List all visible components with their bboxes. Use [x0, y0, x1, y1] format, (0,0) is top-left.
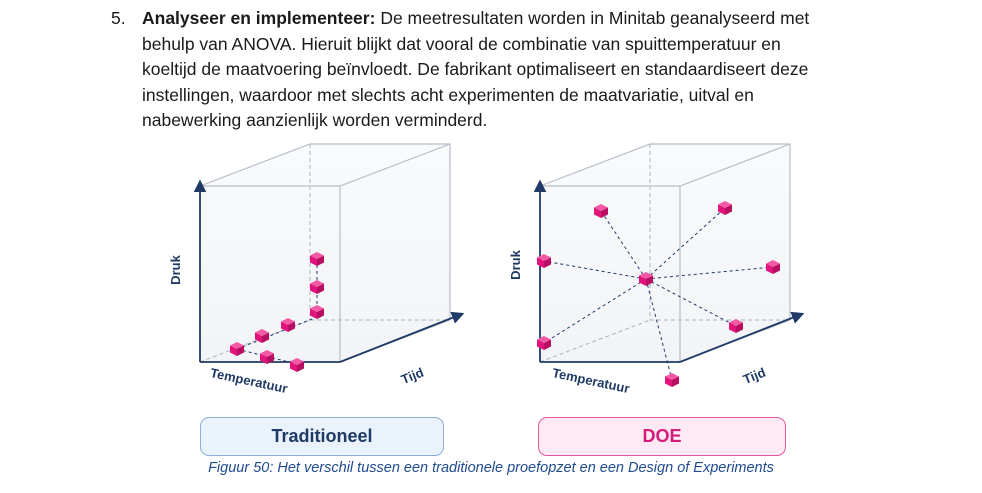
experiment-cube: [718, 201, 732, 215]
right-axis-y-label: Druk: [508, 249, 523, 279]
right-axis-x-label: Temperatuur: [551, 365, 631, 396]
experiment-cube: [665, 373, 679, 387]
experiment-cube: [260, 350, 274, 364]
experiment-cube: [310, 280, 324, 294]
experiment-cube: [537, 336, 551, 350]
experiment-cube: [255, 329, 269, 343]
list-number: 5.: [111, 8, 126, 28]
experiment-cube: [290, 358, 304, 372]
paragraph-text: Analyseer en implementeer: De meetresult…: [142, 6, 882, 134]
figure-caption: Figuur 50: Het verschil tussen een tradi…: [208, 460, 774, 476]
experiment-points: [230, 201, 780, 387]
left-axis-z-label: Tijd: [399, 365, 426, 387]
line-5: nabewerking aanzienlijk worden verminder…: [142, 110, 488, 130]
experiment-cube: [729, 319, 743, 333]
experiment-cube: [639, 272, 653, 286]
doe-cube: [533, 143, 805, 381]
experiment-cube: [230, 342, 244, 356]
right-axis-z-label: Tijd: [741, 365, 768, 387]
experiment-cube: [281, 318, 295, 332]
experiment-cube: [537, 254, 551, 268]
experiment-cube: [310, 305, 324, 319]
doe-label: DOE: [538, 417, 786, 456]
line-1: De meetresultaten worden in Minitab gean…: [380, 8, 810, 28]
traditional-label: Traditioneel: [200, 417, 444, 456]
experiment-cube: [594, 204, 608, 218]
bold-lead: Analyseer en implementeer:: [142, 8, 376, 28]
traditional-cube: [193, 143, 465, 365]
left-axis-x-label: Temperatuur: [209, 365, 289, 396]
experiment-cube: [310, 252, 324, 266]
line-3: koeltijd de maatvoering beïnvloedt. De f…: [142, 59, 809, 79]
experiment-cube: [766, 260, 780, 274]
line-4: instellingen, waardoor met slechts acht …: [142, 84, 754, 105]
left-axis-y-label: Druk: [168, 254, 183, 284]
line-2: behulp van ANOVA. Hieruit blijkt dat voo…: [142, 33, 781, 54]
